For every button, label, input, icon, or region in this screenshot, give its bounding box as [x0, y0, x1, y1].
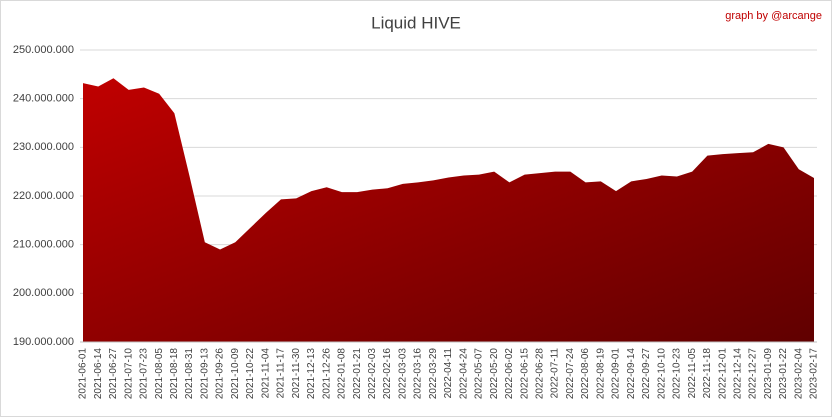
- x-tick-label: 2022-12-01: [717, 348, 728, 400]
- x-tick-label: 2022-04-11: [443, 348, 454, 399]
- x-tick-label: 2021-08-31: [184, 348, 195, 400]
- x-tick-label: 2022-12-14: [732, 348, 743, 400]
- y-tick-label: 250.000.000: [13, 44, 74, 56]
- x-tick-label: 2022-09-27: [641, 348, 652, 400]
- x-tick-label: 2023-02-17: [809, 348, 820, 400]
- x-tick-label: 2022-08-06: [580, 348, 591, 400]
- x-tick-label: 2023-01-09: [763, 348, 774, 400]
- x-tick-label: 2022-08-19: [595, 348, 606, 400]
- x-tick-label: 2022-12-27: [748, 348, 759, 400]
- y-tick-label: 240.000.000: [13, 93, 74, 105]
- x-tick-label: 2022-10-10: [656, 348, 667, 400]
- x-tick-label: 2022-07-24: [565, 348, 576, 400]
- x-tick-label: 2023-01-22: [778, 348, 789, 400]
- x-tick-label: 2022-11-05: [687, 348, 698, 399]
- x-tick-label: 2022-03-29: [428, 348, 439, 400]
- x-tick-label: 2021-11-17: [276, 348, 287, 399]
- x-tick-label: 2021-09-13: [199, 348, 210, 400]
- x-tick-label: 2022-03-03: [397, 348, 408, 400]
- x-tick-label: 2021-07-23: [139, 348, 150, 400]
- x-tick-label: 2021-11-04: [260, 348, 271, 399]
- x-tick-label: 2021-08-18: [169, 348, 180, 400]
- x-tick-label: 2023-02-04: [793, 348, 804, 400]
- x-tick-label: 2021-12-13: [306, 348, 317, 400]
- x-tick-label: 2022-06-28: [535, 348, 546, 400]
- x-tick-label: 2022-02-03: [367, 348, 378, 400]
- x-tick-label: 2021-08-05: [154, 348, 165, 400]
- x-tick-label: 2022-01-08: [337, 348, 348, 400]
- y-tick-label: 210.000.000: [13, 239, 74, 251]
- x-tick-label: 2021-09-26: [215, 348, 226, 400]
- x-tick-label: 2022-07-11: [550, 348, 561, 399]
- x-tick-label: 2022-11-18: [702, 348, 713, 399]
- x-tick-label: 2021-10-09: [230, 348, 241, 400]
- x-tick-label: 2021-06-01: [78, 348, 89, 400]
- x-tick-label: 2022-06-02: [504, 348, 515, 400]
- x-tick-label: 2022-03-16: [413, 348, 424, 400]
- y-tick-label: 190.000.000: [13, 336, 74, 348]
- y-tick-label: 200.000.000: [13, 287, 74, 299]
- x-tick-label: 2021-07-10: [123, 348, 134, 400]
- x-tick-label: 2021-06-27: [108, 348, 119, 400]
- x-tick-label: 2022-09-14: [626, 348, 637, 400]
- x-tick-label: 2021-06-14: [93, 348, 104, 400]
- credit: graph by @arcange: [725, 10, 822, 22]
- chart-title: Liquid HIVE: [371, 13, 461, 32]
- x-tick-label: 2022-02-16: [382, 348, 393, 400]
- x-tick-label: 2022-06-15: [519, 348, 530, 400]
- x-tick-label: 2022-05-20: [489, 348, 500, 400]
- x-tick-label: 2022-09-01: [611, 348, 622, 400]
- y-tick-label: 220.000.000: [13, 190, 74, 202]
- x-tick-label: 2021-11-30: [291, 348, 302, 399]
- area: [83, 78, 814, 342]
- y-tick-label: 230.000.000: [13, 141, 74, 153]
- x-tick-label: 2022-05-07: [474, 348, 485, 400]
- x-tick-label: 2022-10-23: [672, 348, 683, 400]
- x-tick-label: 2021-12-26: [321, 348, 332, 400]
- x-tick-label: 2021-10-22: [245, 348, 256, 400]
- x-tick-label: 2022-04-24: [458, 348, 469, 400]
- x-tick-label: 2022-01-21: [352, 348, 363, 400]
